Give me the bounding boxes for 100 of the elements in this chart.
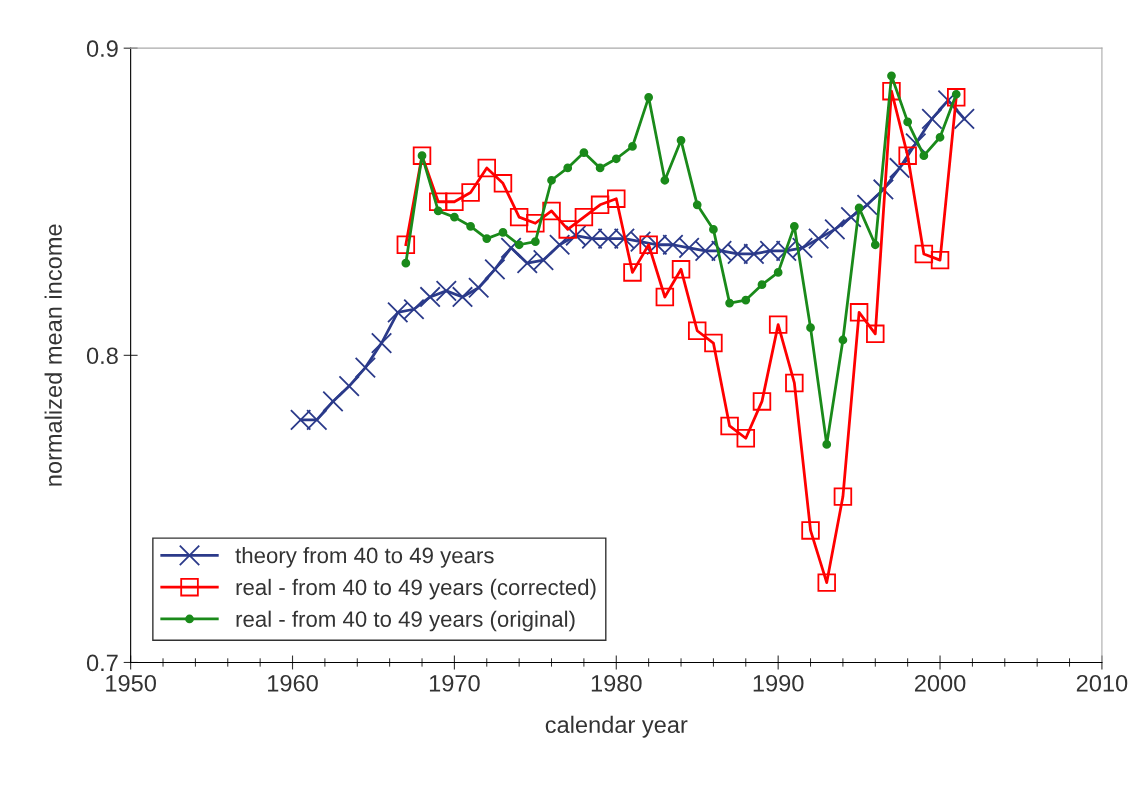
point	[419, 286, 441, 308]
point	[720, 416, 739, 436]
point	[872, 178, 895, 201]
point	[921, 108, 943, 130]
point	[919, 151, 929, 161]
point	[558, 220, 577, 239]
point	[450, 212, 459, 222]
point	[595, 163, 605, 173]
x-tick-label: 1950	[106, 674, 156, 692]
legend-label: real - from 40 to 49 years (original)	[236, 610, 575, 632]
point	[466, 221, 475, 231]
point	[468, 277, 490, 299]
point	[687, 321, 707, 340]
point	[628, 142, 637, 151]
x-axis-title: calendar year	[545, 715, 688, 738]
point	[785, 373, 804, 393]
point	[579, 148, 589, 157]
point	[655, 287, 675, 307]
point	[905, 132, 927, 155]
point	[516, 252, 538, 274]
point	[370, 332, 393, 354]
point	[629, 231, 652, 253]
point	[704, 333, 723, 353]
x-tick-label: 2000	[914, 674, 966, 692]
point	[547, 175, 556, 185]
point	[676, 135, 686, 145]
point	[838, 335, 848, 345]
point	[930, 250, 950, 270]
x-tick-label: 1980	[591, 674, 642, 692]
point	[412, 146, 432, 165]
point	[451, 286, 474, 308]
point	[482, 234, 492, 243]
point	[914, 244, 934, 264]
point	[574, 207, 594, 227]
point	[493, 174, 513, 193]
point	[322, 390, 344, 413]
point	[403, 298, 425, 320]
point	[396, 235, 416, 254]
point	[741, 295, 751, 305]
point	[530, 237, 540, 247]
x-tick-label: 1970	[429, 674, 480, 692]
point	[854, 203, 864, 213]
point	[500, 237, 522, 259]
point	[484, 258, 506, 280]
point	[946, 88, 966, 107]
point	[768, 315, 788, 334]
point	[887, 71, 896, 81]
point	[833, 487, 853, 506]
point	[757, 280, 767, 290]
point	[607, 189, 626, 208]
y-tick-label: 0.7	[86, 654, 118, 672]
point	[773, 268, 783, 277]
point	[888, 157, 911, 179]
point	[514, 240, 524, 250]
point	[953, 108, 975, 130]
point	[435, 280, 457, 302]
point	[824, 218, 846, 241]
y-axis-title: normalized mean income	[44, 224, 62, 486]
point	[590, 195, 610, 215]
point	[898, 146, 917, 165]
point	[401, 258, 411, 268]
point	[822, 440, 832, 449]
point	[903, 117, 913, 127]
point	[461, 183, 480, 202]
y-tick-label: 0.9	[86, 40, 118, 57]
point	[644, 92, 654, 102]
point	[542, 201, 561, 221]
point	[725, 298, 734, 308]
point	[849, 303, 869, 322]
x-tick-label: 1990	[753, 674, 804, 692]
point	[671, 260, 691, 279]
point	[477, 158, 497, 178]
point	[509, 207, 529, 227]
point	[789, 221, 799, 231]
point	[840, 206, 862, 228]
point	[387, 301, 409, 323]
legend-label: real - from 40 to 49 years (corrected)	[236, 578, 596, 600]
point	[532, 249, 555, 271]
point	[736, 429, 756, 448]
point	[856, 194, 878, 216]
point	[498, 228, 508, 237]
point	[445, 192, 464, 211]
point	[808, 227, 830, 250]
point	[817, 573, 836, 592]
point	[678, 237, 700, 259]
point	[548, 234, 571, 256]
legend-label: theory from 40 to 49 years	[235, 547, 494, 568]
point	[752, 392, 772, 411]
point	[428, 192, 448, 211]
point	[354, 356, 376, 379]
y-tick-label: 0.8	[86, 347, 118, 365]
point	[866, 324, 885, 344]
point	[660, 175, 670, 185]
point	[611, 154, 621, 164]
point	[338, 375, 360, 397]
point	[709, 225, 718, 234]
point	[935, 132, 945, 142]
point	[692, 200, 702, 210]
point	[870, 240, 880, 250]
point	[563, 163, 573, 173]
